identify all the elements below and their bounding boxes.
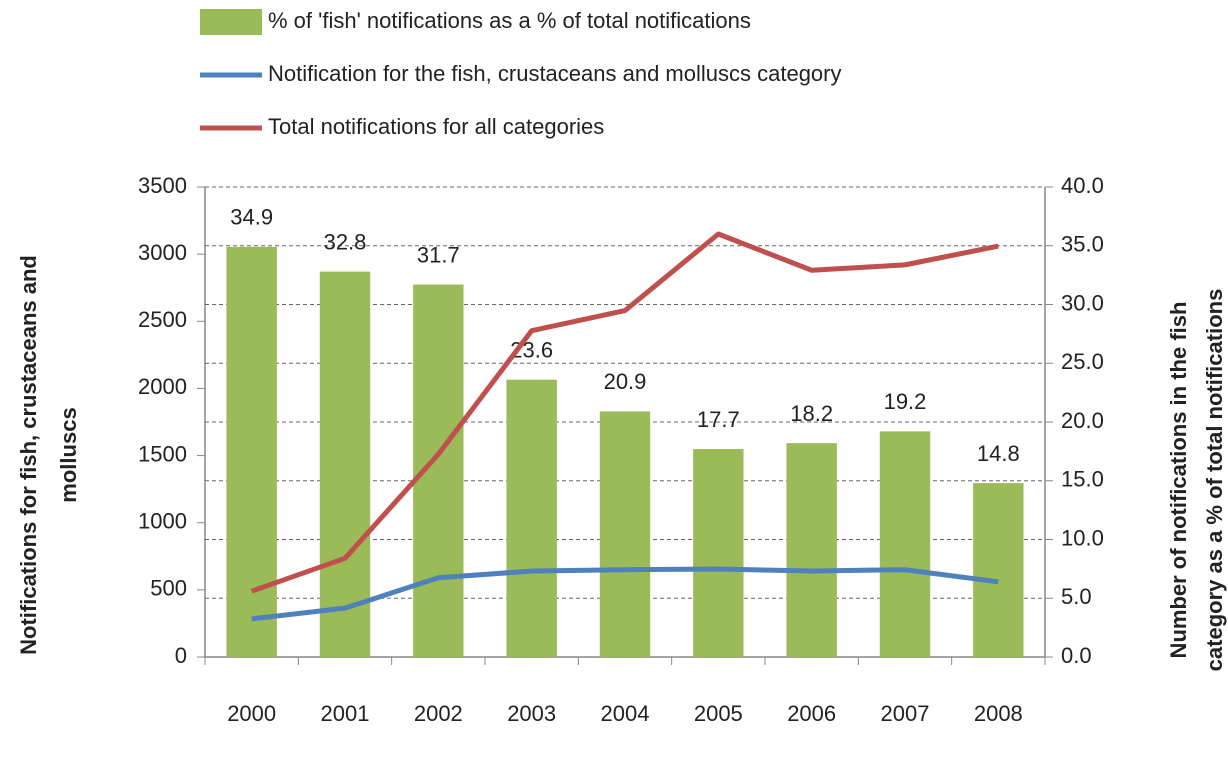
bar: [319, 271, 371, 657]
y-axis-title: Notifications for fish, crustaceans and: [16, 255, 41, 655]
bar: [786, 443, 837, 657]
y2-tick-label: 35.0: [1061, 232, 1104, 257]
legend-swatch: [200, 9, 262, 35]
y2-tick-label: 0.0: [1061, 643, 1092, 668]
y-tick-label: 500: [150, 576, 187, 601]
y2-axis-title: Number of notifications in the fish: [1166, 302, 1191, 659]
y2-tick-label: 10.0: [1061, 525, 1104, 550]
y2-axis-title: category as a % of total notifications: [1202, 289, 1227, 672]
y2-tick-label: 30.0: [1061, 290, 1104, 315]
x-tick-label: 2001: [321, 701, 370, 726]
data-label: 17.7: [697, 407, 740, 432]
data-label: 34.9: [230, 205, 273, 230]
legend-label: Total notifications for all categories: [268, 114, 604, 139]
x-tick-label: 2000: [227, 701, 276, 726]
bar: [506, 379, 557, 657]
bar: [693, 449, 744, 657]
legend-label: % of 'fish' notifications as a % of tota…: [268, 8, 751, 33]
line: [251, 566, 999, 622]
y-tick-label: 3000: [138, 240, 187, 265]
y-tick-label: 0: [175, 643, 187, 668]
x-tick-label: 2007: [881, 701, 930, 726]
legend-label: Notification for the fish, crustaceans a…: [268, 61, 842, 86]
data-label: 19.2: [884, 389, 927, 414]
data-label: 31.7: [417, 242, 460, 267]
x-tick-label: 2006: [787, 701, 836, 726]
data-label: 14.8: [977, 441, 1020, 466]
data-label: 32.8: [324, 229, 367, 254]
bar: [226, 246, 277, 658]
y-tick-label: 1500: [138, 441, 187, 466]
y-axis-title: molluscs: [56, 407, 81, 502]
y-tick-label: 3500: [138, 173, 187, 198]
y2-tick-label: 5.0: [1061, 584, 1092, 609]
data-label: 18.2: [790, 401, 833, 426]
y2-tick-label: 15.0: [1061, 467, 1104, 492]
y-tick-label: 2500: [138, 307, 187, 332]
y-tick-label: 2000: [138, 374, 187, 399]
data-label: 20.9: [604, 369, 647, 394]
y2-tick-label: 20.0: [1061, 408, 1104, 433]
bar: [973, 483, 1024, 657]
line: [250, 231, 999, 594]
y2-tick-label: 40.0: [1061, 173, 1104, 198]
x-tick-label: 2002: [414, 701, 463, 726]
x-tick-label: 2008: [974, 701, 1023, 726]
x-tick-label: 2004: [601, 701, 650, 726]
bar: [599, 411, 651, 657]
y-tick-label: 1000: [138, 509, 187, 534]
x-tick-label: 2003: [507, 701, 556, 726]
y2-tick-label: 25.0: [1061, 349, 1104, 374]
bar: [879, 431, 931, 657]
x-tick-label: 2005: [694, 701, 743, 726]
